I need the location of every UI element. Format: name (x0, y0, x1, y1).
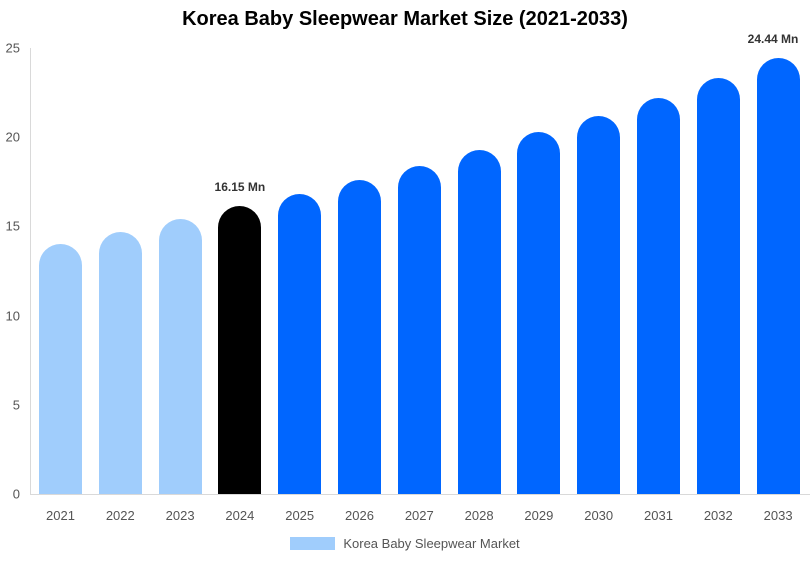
bar-2026[interactable] (338, 180, 381, 494)
bar-2029[interactable] (517, 131, 561, 494)
x-tick-label: 2032 (703, 508, 733, 523)
x-tick-label: 2028 (464, 508, 494, 523)
bar-2022[interactable] (98, 231, 142, 494)
x-axis-line (30, 494, 810, 495)
x-tick-label: 2029 (524, 508, 554, 523)
legend: Korea Baby Sleepwear Market (0, 536, 810, 551)
legend-label: Korea Baby Sleepwear Market (343, 536, 520, 551)
bar-2031[interactable] (637, 97, 680, 494)
x-tick-label: 2021 (46, 508, 75, 523)
legend-swatch (290, 537, 336, 550)
bar-2028[interactable] (457, 149, 501, 494)
x-tick-label: 2031 (644, 508, 673, 523)
bar-2024[interactable] (218, 205, 262, 494)
y-tick-label: 25 (5, 40, 20, 56)
x-tick-label: 2033 (763, 508, 793, 523)
data-label-2024: 16.15 Mn (214, 179, 266, 194)
chart-title: Korea Baby Sleepwear Market Size (2021-2… (182, 8, 628, 30)
x-tick-label: 2022 (105, 508, 135, 523)
bar-2030[interactable] (577, 115, 621, 494)
bar-2027[interactable] (397, 165, 441, 494)
y-tick-label: 0 (12, 486, 20, 502)
x-tick-label: 2026 (345, 508, 374, 523)
x-tick-label: 2024 (225, 508, 255, 523)
x-tick-label: 2030 (584, 508, 614, 523)
bar-2033[interactable] (756, 57, 800, 494)
y-tick-label: 10 (5, 308, 20, 324)
y-axis-line (30, 48, 31, 494)
bar-2023[interactable] (158, 219, 202, 494)
x-tick-label: 2023 (165, 508, 195, 523)
y-tick-label: 20 (5, 129, 20, 145)
data-label-2033: 24.44 Mn (747, 31, 799, 46)
y-tick-label: 15 (5, 218, 20, 234)
bar-2021[interactable] (39, 244, 82, 494)
x-tick-label: 2027 (404, 508, 434, 523)
bar-2032[interactable] (696, 78, 740, 494)
bar-2025[interactable] (278, 194, 322, 494)
y-tick-label: 5 (12, 397, 20, 413)
x-tick-label: 2025 (285, 508, 315, 523)
